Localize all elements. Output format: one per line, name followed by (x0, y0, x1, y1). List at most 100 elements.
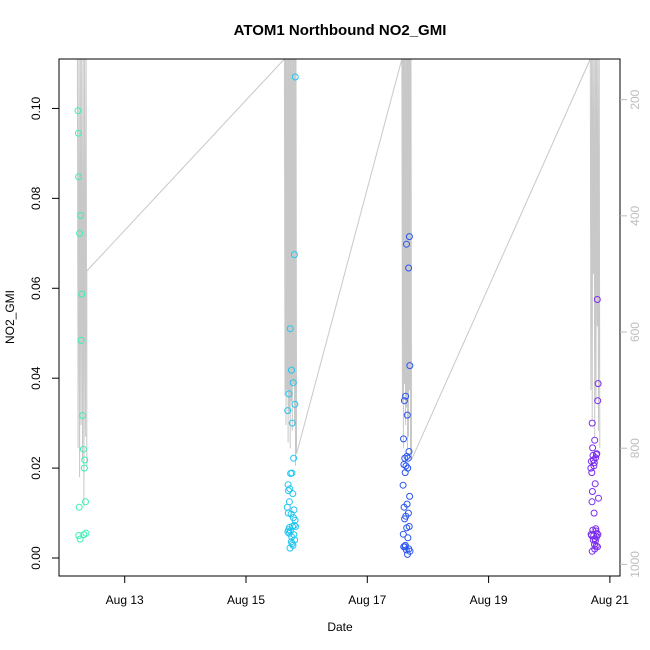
x-tick-label: Aug 13 (106, 593, 144, 607)
data-point (290, 251, 298, 259)
data-point (404, 454, 412, 462)
data-point (592, 454, 600, 462)
data-point (289, 379, 297, 387)
data-point (587, 464, 595, 472)
data-point (588, 498, 596, 506)
data-point (404, 534, 412, 542)
data-point (588, 488, 596, 495)
data-point (291, 400, 299, 408)
y-axis-label: NO2_GMI (3, 290, 17, 344)
data-point (591, 480, 599, 488)
data-point (289, 490, 297, 498)
y-tick-label: 0.10 (29, 96, 43, 120)
data-point (75, 503, 83, 511)
data-point (75, 532, 83, 539)
data-point (76, 535, 84, 543)
right-tick-label: 400 (628, 206, 642, 226)
chart-title: ATOM1 Northbound NO2_GMI (234, 22, 447, 39)
data-point (399, 530, 407, 538)
x-tick-label: Aug 15 (227, 593, 265, 607)
data-point (286, 485, 294, 493)
data-point (406, 492, 414, 500)
data-point (74, 107, 82, 115)
plot-frame (58, 58, 621, 577)
data-point (590, 509, 598, 517)
data-point (404, 550, 411, 558)
right-tick-label: 800 (628, 438, 642, 458)
data-point (285, 390, 293, 398)
data-point (290, 531, 298, 539)
data-point (79, 445, 87, 453)
data-point (401, 515, 409, 523)
data-point (291, 73, 299, 81)
data-point (288, 419, 296, 427)
data-point (588, 469, 596, 477)
data-points (74, 73, 602, 558)
right-tick-label: 200 (628, 89, 642, 109)
data-point (286, 325, 294, 333)
y-tick-label: 0.06 (29, 276, 43, 300)
data-point (588, 532, 596, 539)
data-point (74, 129, 82, 137)
data-point (591, 436, 599, 444)
data-point (406, 362, 414, 370)
data-point (77, 336, 85, 344)
altitude-profile-line (76, 57, 601, 507)
data-point (78, 290, 86, 298)
x-tick-label: Aug 19 (470, 593, 508, 607)
x-tick-label: Aug 21 (591, 593, 629, 607)
data-point (76, 229, 84, 237)
altitude-profile (76, 57, 601, 507)
data-point (405, 264, 413, 272)
data-point (592, 525, 600, 533)
data-point (403, 240, 410, 248)
x-tick-label: Aug 17 (348, 593, 386, 607)
right-tick-label: 1000 (628, 551, 642, 578)
y-tick-label: 0.08 (29, 186, 43, 210)
right-tick-label: 600 (628, 322, 642, 342)
data-point (403, 524, 411, 532)
data-point (292, 523, 299, 530)
data-point (288, 469, 296, 477)
data-point (593, 296, 601, 303)
data-point (284, 528, 292, 536)
data-point (80, 531, 88, 539)
y-tick-label: 0.00 (29, 546, 43, 570)
data-point (589, 444, 597, 452)
data-point (403, 452, 411, 460)
data-point (79, 412, 87, 419)
data-point (399, 481, 407, 489)
data-point (290, 521, 298, 529)
data-point (593, 450, 601, 458)
data-point (288, 366, 295, 374)
data-point (290, 506, 298, 514)
data-point (82, 498, 89, 506)
data-point (286, 544, 294, 552)
data-point (283, 503, 291, 511)
data-point (290, 454, 298, 462)
data-point (405, 233, 413, 241)
data-point (284, 407, 292, 415)
data-point (402, 392, 410, 400)
data-point (400, 435, 407, 443)
data-point (285, 487, 292, 495)
data-point (80, 464, 88, 472)
data-point (594, 397, 602, 405)
x-axis-label: Date (327, 620, 353, 634)
data-point (595, 494, 602, 502)
axes: 0.00 0.02 0.04 0.06 0.08 0.10 Aug 13 Aug 15 Aug … (29, 58, 642, 607)
data-point (401, 469, 409, 477)
data-point (81, 456, 89, 464)
data-point (590, 459, 598, 467)
data-point (77, 211, 84, 219)
data-point (591, 537, 599, 545)
data-point (400, 543, 408, 551)
data-point (400, 397, 408, 405)
data-point (594, 380, 602, 388)
data-point (588, 419, 596, 427)
y-tick-label: 0.04 (29, 366, 43, 390)
data-point (403, 411, 411, 419)
data-point (591, 545, 599, 553)
